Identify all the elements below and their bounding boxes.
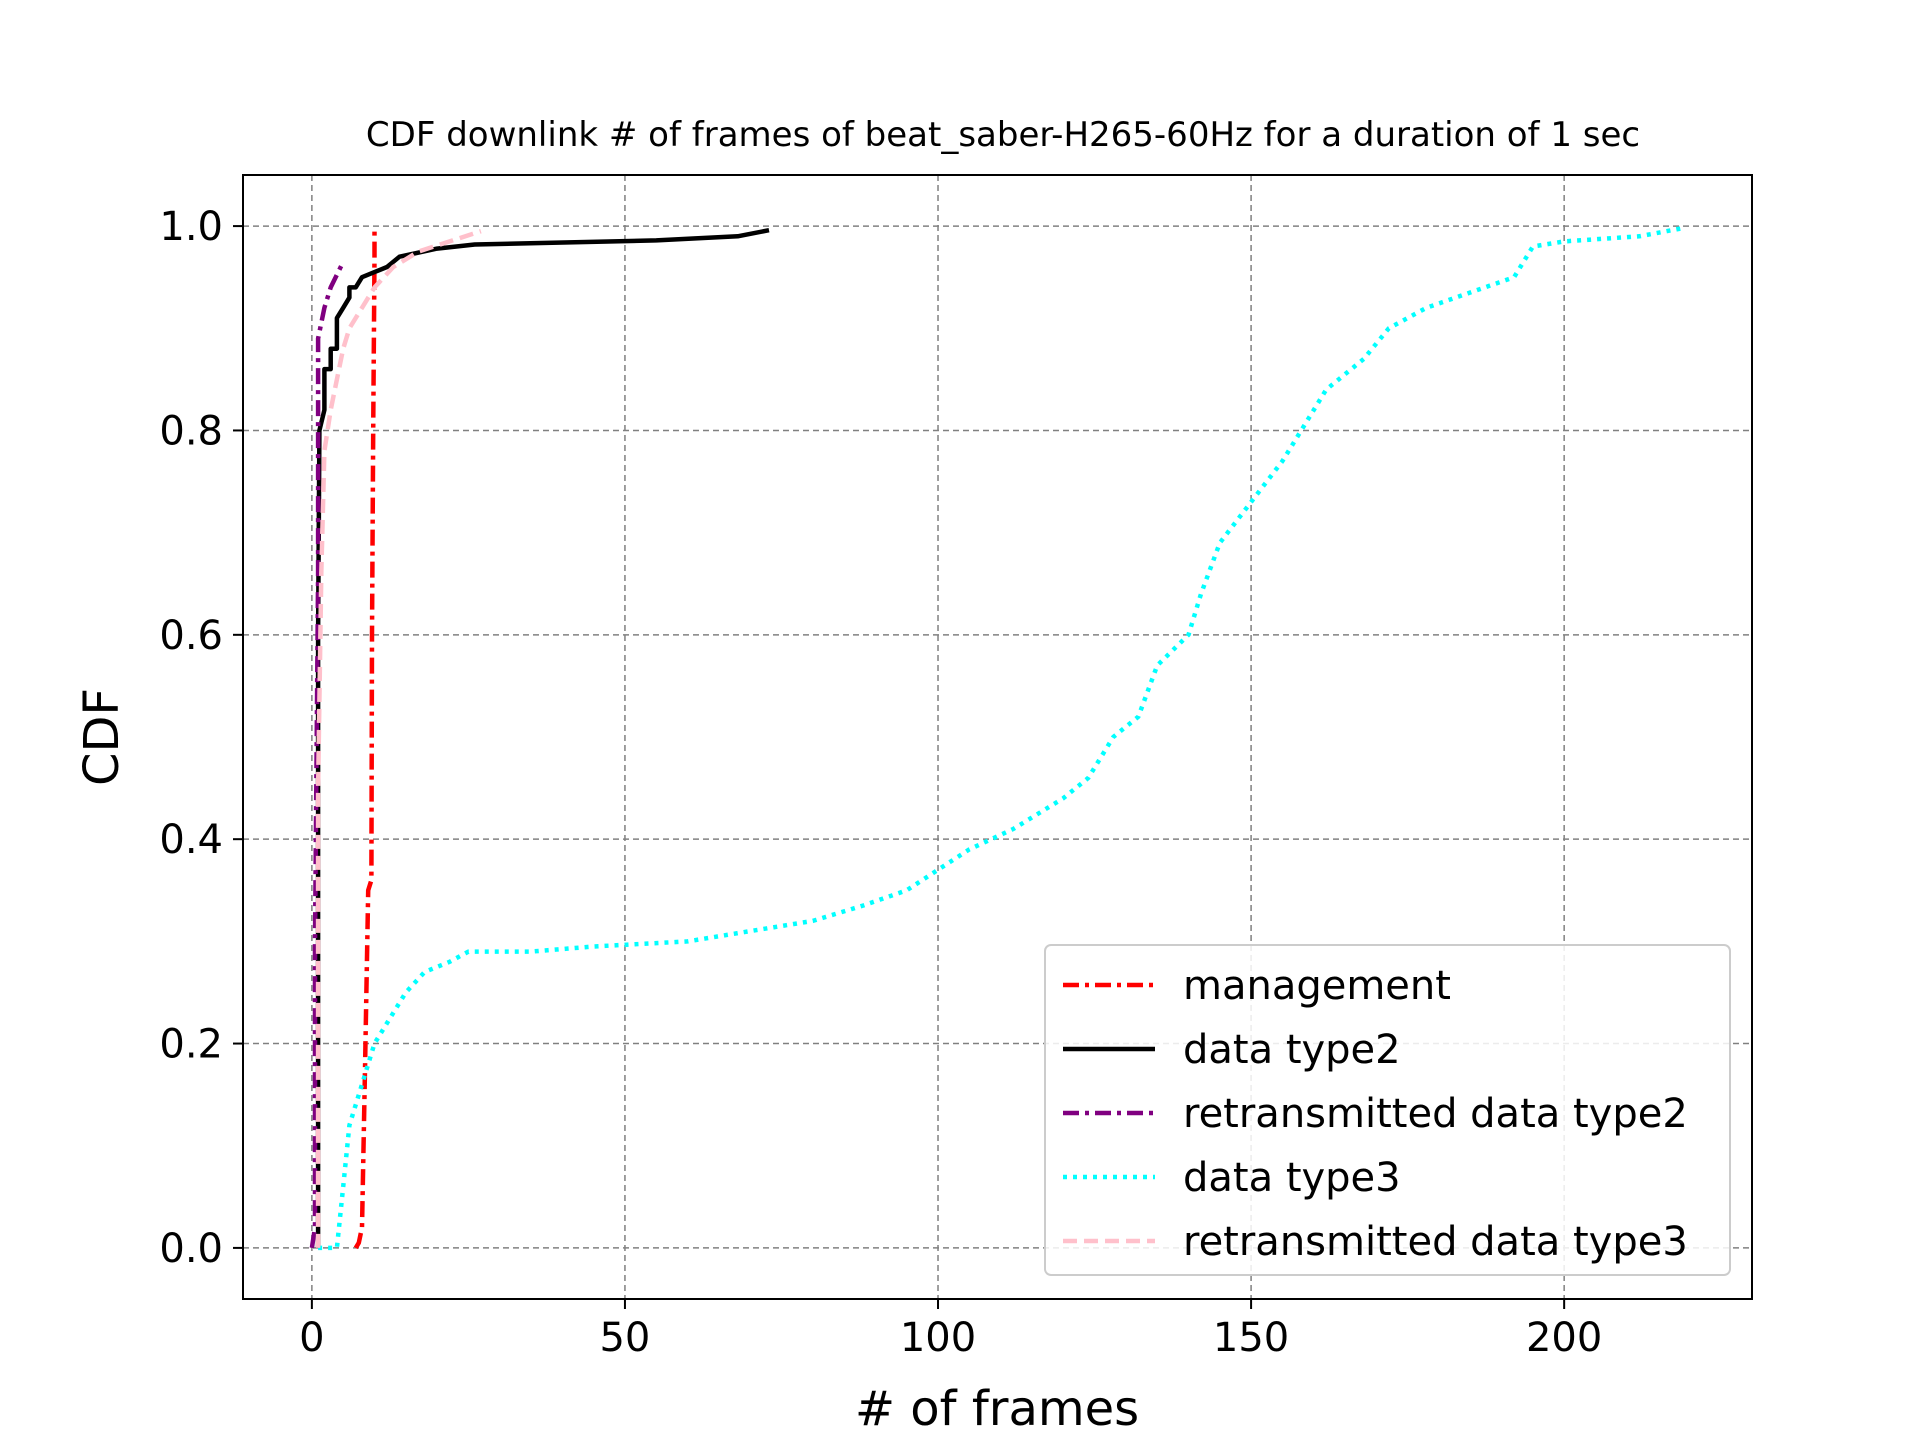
- series-line-3: [318, 225, 1684, 1251]
- chart-title: CDF downlink # of frames of beat_saber-H…: [366, 115, 1640, 155]
- y-tick-label: 0.4: [159, 817, 223, 863]
- x-tick-label: 100: [900, 1315, 976, 1361]
- legend-label: retransmitted data type3: [1183, 1219, 1688, 1265]
- series-line-4: [315, 229, 482, 1248]
- legend-label: management: [1183, 963, 1451, 1009]
- x-tick-label: 50: [599, 1315, 650, 1361]
- series-line-2: [309, 260, 346, 1249]
- y-tick-label: 0.6: [159, 613, 223, 659]
- legend-box: [1044, 944, 1731, 1276]
- x-tick-label: 0: [299, 1315, 324, 1361]
- legend: management data type2 retransmitted data t…: [1044, 944, 1731, 1276]
- legend-label: retransmitted data type2: [1183, 1091, 1688, 1137]
- series-line-0: [353, 226, 377, 1250]
- y-tick-label: 0.0: [159, 1226, 223, 1272]
- y-tick-label: 0.8: [159, 408, 223, 454]
- x-tick-label: 150: [1213, 1315, 1289, 1361]
- y-tick-label: 1.0: [159, 204, 223, 250]
- legend-label: data type2: [1183, 1027, 1401, 1073]
- x-axis-label: # of frames: [855, 1381, 1139, 1437]
- y-tick-label: 0.2: [159, 1022, 223, 1068]
- plot-series: [309, 225, 1684, 1251]
- y-axis: 0.0 0.2 0.4 0.6 0.8 1.0: [159, 204, 243, 1272]
- legend-label: data type3: [1183, 1155, 1401, 1201]
- y-axis-label: CDF: [74, 688, 130, 786]
- x-axis: 0 50 100 150 200: [299, 1299, 1602, 1361]
- plot-frame: [242, 174, 1753, 1300]
- grid: [243, 175, 1752, 1299]
- x-tick-label: 200: [1526, 1315, 1602, 1361]
